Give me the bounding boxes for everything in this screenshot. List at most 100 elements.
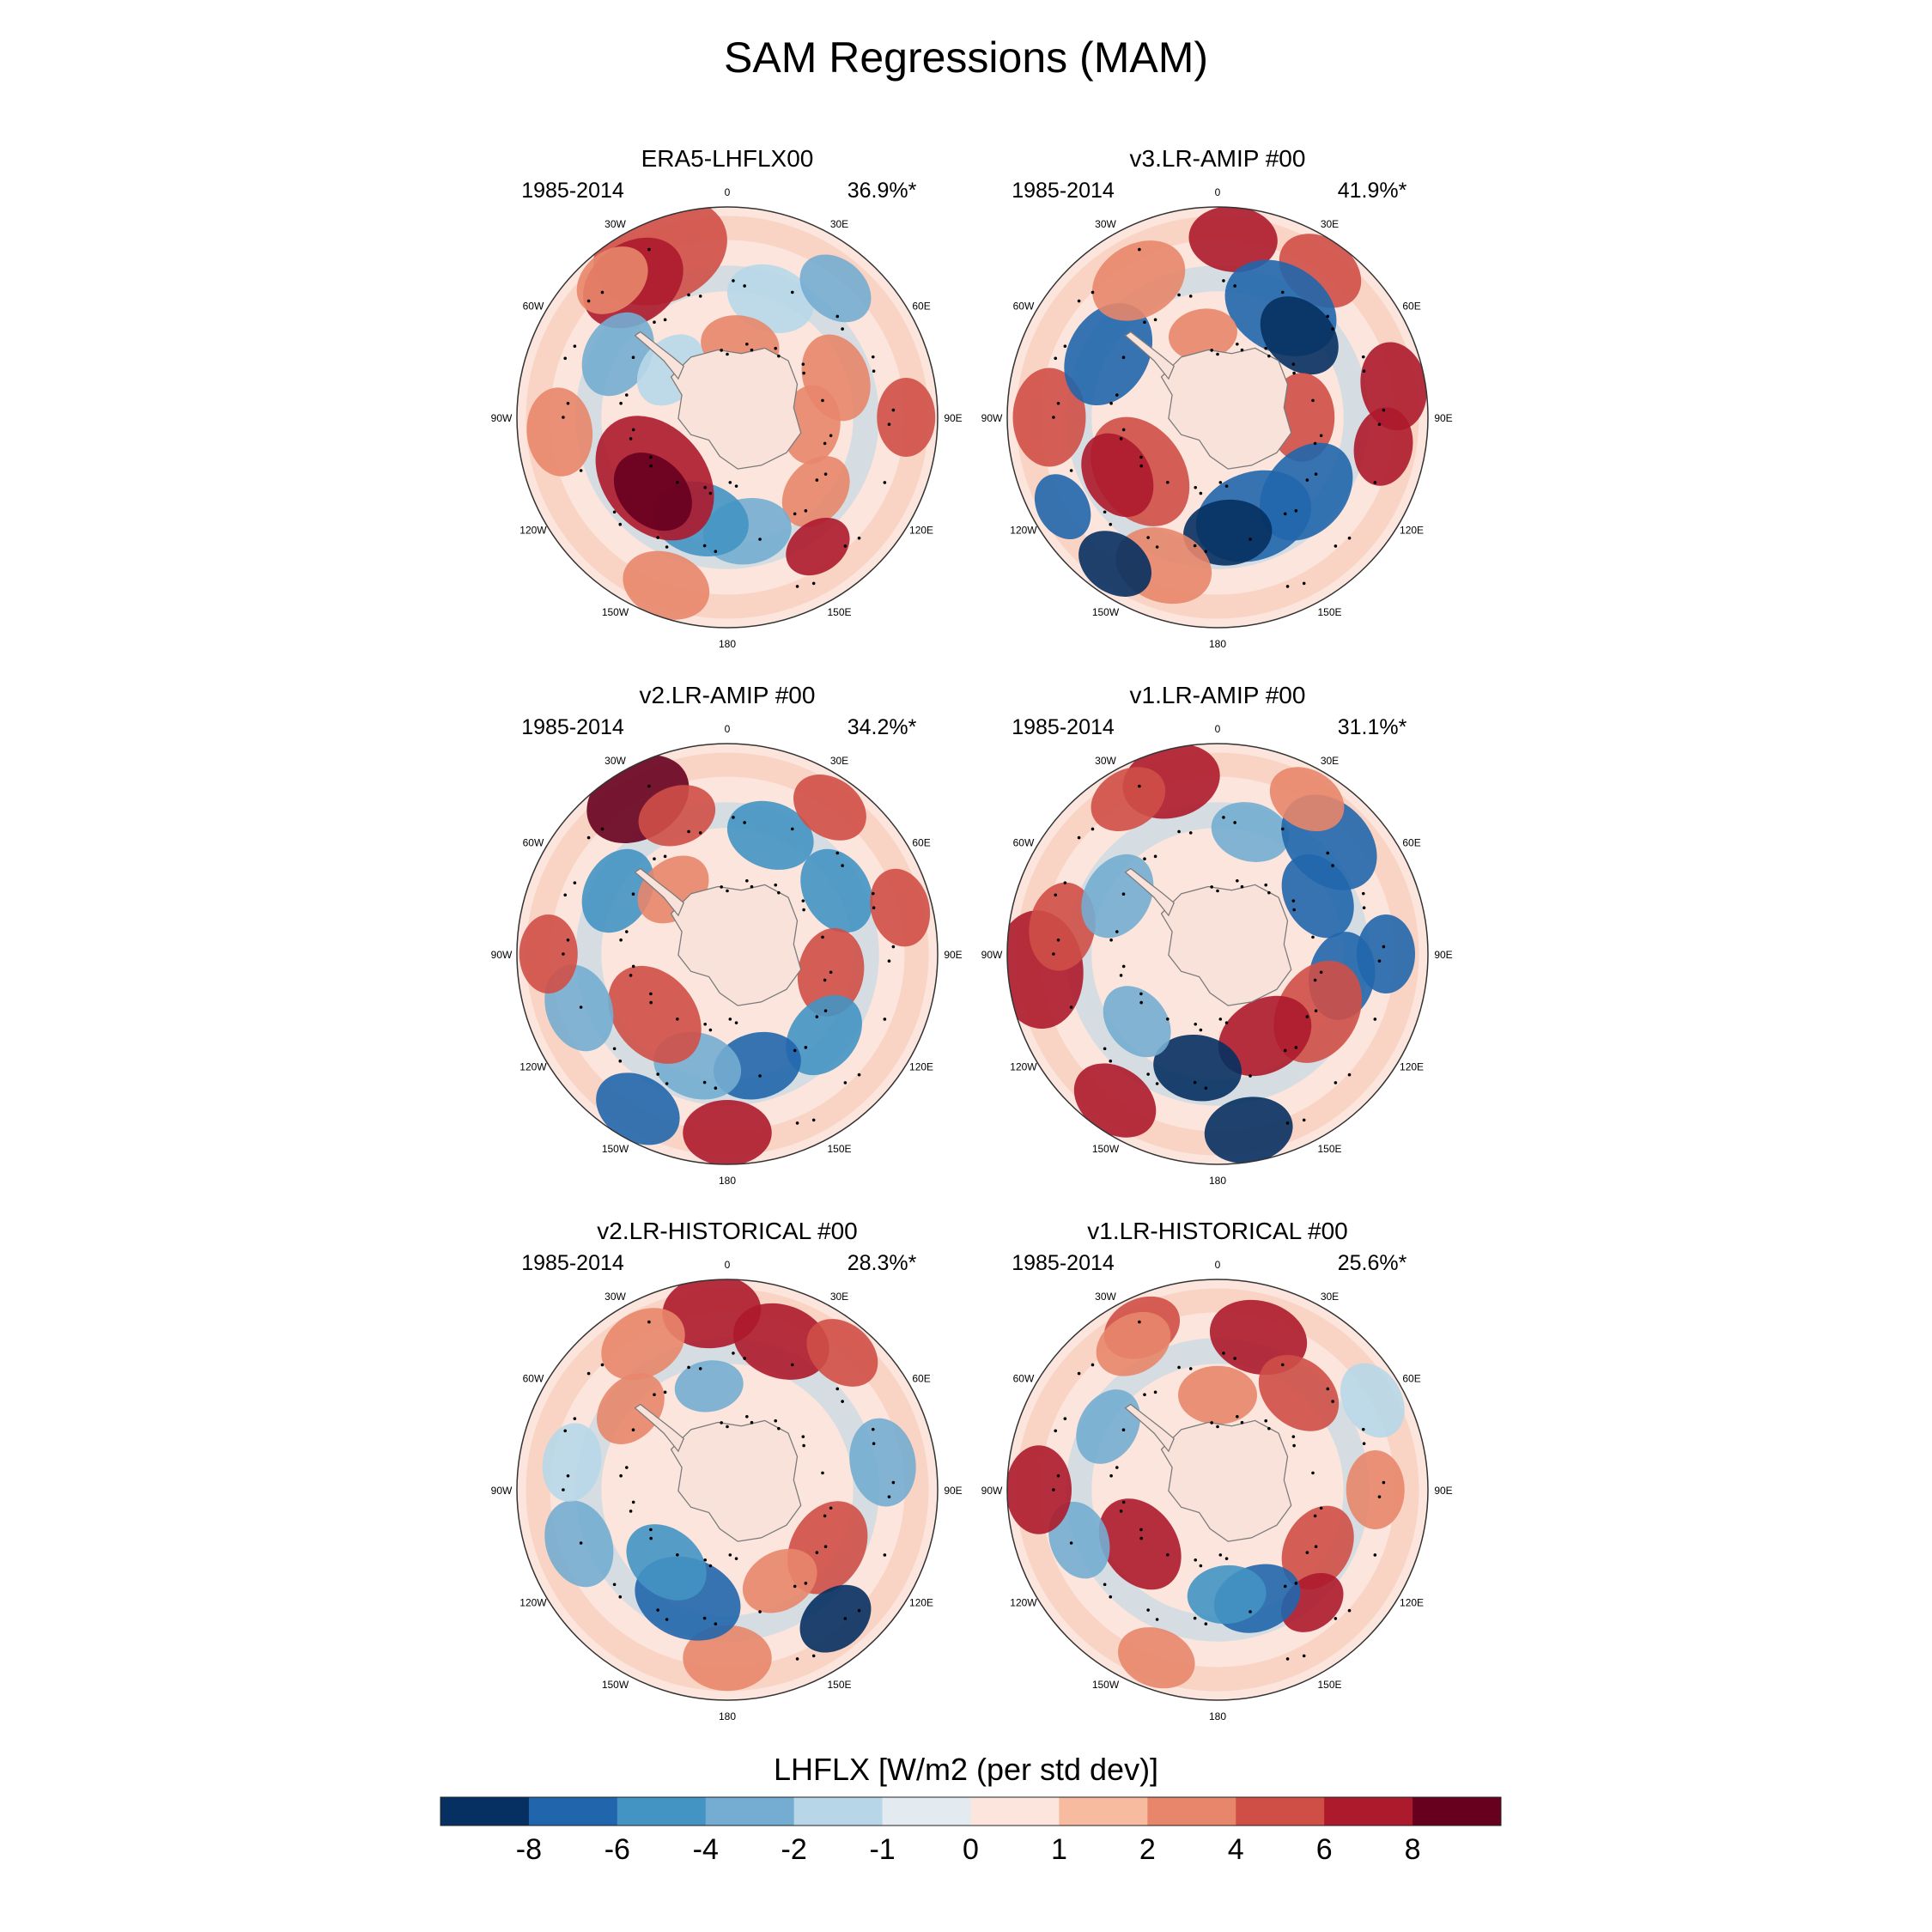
significance-dot xyxy=(1069,1541,1073,1545)
significance-dot xyxy=(1166,1553,1170,1557)
antarctica-outline xyxy=(670,884,802,1006)
longitude-label: 30W xyxy=(1095,755,1116,767)
significance-dot xyxy=(1177,829,1181,834)
significance-dot xyxy=(649,464,653,468)
longitude-label: 120E xyxy=(909,1061,933,1073)
significance-dot xyxy=(1319,1506,1323,1510)
significance-dot xyxy=(573,881,577,884)
field-anomaly xyxy=(1360,342,1427,431)
significance-dot xyxy=(758,538,762,541)
field-anomaly xyxy=(1103,986,1171,1058)
significance-dot xyxy=(750,348,754,352)
significance-dot xyxy=(1109,1595,1113,1599)
longitude-label: 90E xyxy=(944,412,962,424)
significance-dot xyxy=(600,1363,605,1367)
figure-title: SAM Regressions (MAM) xyxy=(724,33,1208,82)
significance-dot xyxy=(823,472,828,476)
longitude-label: 30E xyxy=(830,218,848,230)
longitude-label: 120W xyxy=(519,525,547,537)
colorbar-tick-label: 8 xyxy=(1405,1833,1421,1866)
significance-dot xyxy=(1347,1072,1352,1077)
significance-dot xyxy=(663,854,667,859)
significance-dot xyxy=(663,1390,667,1394)
colorbar-swatch xyxy=(705,1797,795,1826)
significance-dot xyxy=(1194,1022,1198,1026)
significance-dot xyxy=(698,295,702,298)
field-anomaly xyxy=(806,1319,878,1387)
significance-dot xyxy=(1302,581,1306,586)
significance-dot xyxy=(619,401,623,405)
significance-dot xyxy=(734,1021,738,1024)
longitude-label: 150W xyxy=(1092,606,1120,618)
significance-dot xyxy=(1063,1417,1067,1420)
longitude-label: 120E xyxy=(909,525,933,537)
significance-dot xyxy=(1077,835,1081,840)
panel-title: v2.LR-HISTORICAL #00 xyxy=(597,1218,857,1244)
significance-dot xyxy=(1222,1352,1225,1355)
map-border xyxy=(516,743,939,1165)
significance-dot xyxy=(1313,1514,1317,1518)
significance-dot xyxy=(600,290,605,295)
significance-dot xyxy=(1177,1365,1181,1370)
significance-dot xyxy=(1233,1357,1236,1360)
field-anomaly xyxy=(1029,882,1096,971)
significance-dot xyxy=(1331,864,1334,867)
significance-dot xyxy=(823,978,827,982)
significance-dot xyxy=(1143,1393,1146,1397)
field-anomaly xyxy=(799,254,872,323)
significance-dot xyxy=(665,545,669,549)
panel-title: v1.LR-HISTORICAL #00 xyxy=(1087,1218,1347,1244)
significance-dot xyxy=(841,864,844,867)
colorbar-tick-label: -6 xyxy=(605,1833,630,1866)
field-anomaly xyxy=(1012,368,1086,467)
significance-dot xyxy=(1233,284,1236,288)
field-anomaly xyxy=(683,1100,772,1164)
significance-dot xyxy=(649,1536,653,1540)
significance-dot xyxy=(1377,1495,1382,1499)
significance-dot xyxy=(802,1443,805,1448)
panel-period: 1985-2014 xyxy=(521,715,624,739)
significance-dot xyxy=(891,408,896,412)
significance-dot xyxy=(811,581,816,586)
significance-dot xyxy=(745,879,749,883)
significance-dot xyxy=(624,1466,629,1469)
significance-dot xyxy=(1194,1558,1198,1562)
significance-dot xyxy=(631,892,635,896)
regression-field xyxy=(1007,744,1428,1164)
significance-dot xyxy=(1052,416,1055,419)
field-anomaly xyxy=(674,1360,744,1413)
longitude-label: 150W xyxy=(602,1143,629,1155)
significance-dot xyxy=(1361,891,1365,896)
longitude-label: 120W xyxy=(1010,1597,1037,1609)
field-anomaly xyxy=(849,1418,916,1507)
significance-dot xyxy=(1218,1018,1223,1021)
field-anomaly xyxy=(1153,1034,1242,1102)
colorbar-tick-label: 0 xyxy=(963,1833,979,1866)
longitude-label: 30W xyxy=(605,1291,626,1303)
significance-dot xyxy=(793,1584,797,1589)
map-border xyxy=(1006,206,1429,629)
field-anomaly xyxy=(1258,1355,1340,1431)
significance-dot xyxy=(815,1015,819,1018)
antarctic-peninsula xyxy=(1124,867,1175,917)
significance-dot xyxy=(629,437,633,440)
longitude-label: 120E xyxy=(1400,1597,1424,1609)
field-anomaly xyxy=(786,994,862,1076)
significance-dot xyxy=(1373,1553,1377,1557)
significance-dot xyxy=(1188,295,1193,298)
significance-dot xyxy=(1146,1608,1150,1612)
longitude-label: 30E xyxy=(830,1291,848,1303)
significance-dot xyxy=(823,1009,828,1012)
significance-dot xyxy=(1218,1553,1223,1557)
map-panel: v2.LR-AMIP #00 1985-2014 34.2%* 0 30E 60E 90E 1… xyxy=(491,682,963,1187)
significance-dot xyxy=(1115,1466,1119,1469)
significance-dot xyxy=(804,509,808,513)
significance-dot xyxy=(703,1022,708,1026)
field-anomaly xyxy=(1078,531,1151,597)
field-anomaly xyxy=(1118,1627,1195,1689)
significance-dot xyxy=(795,1657,799,1661)
significance-dot xyxy=(774,346,778,350)
significance-dot xyxy=(815,478,819,482)
significance-dot xyxy=(1069,1005,1073,1009)
significance-dot xyxy=(720,349,723,352)
